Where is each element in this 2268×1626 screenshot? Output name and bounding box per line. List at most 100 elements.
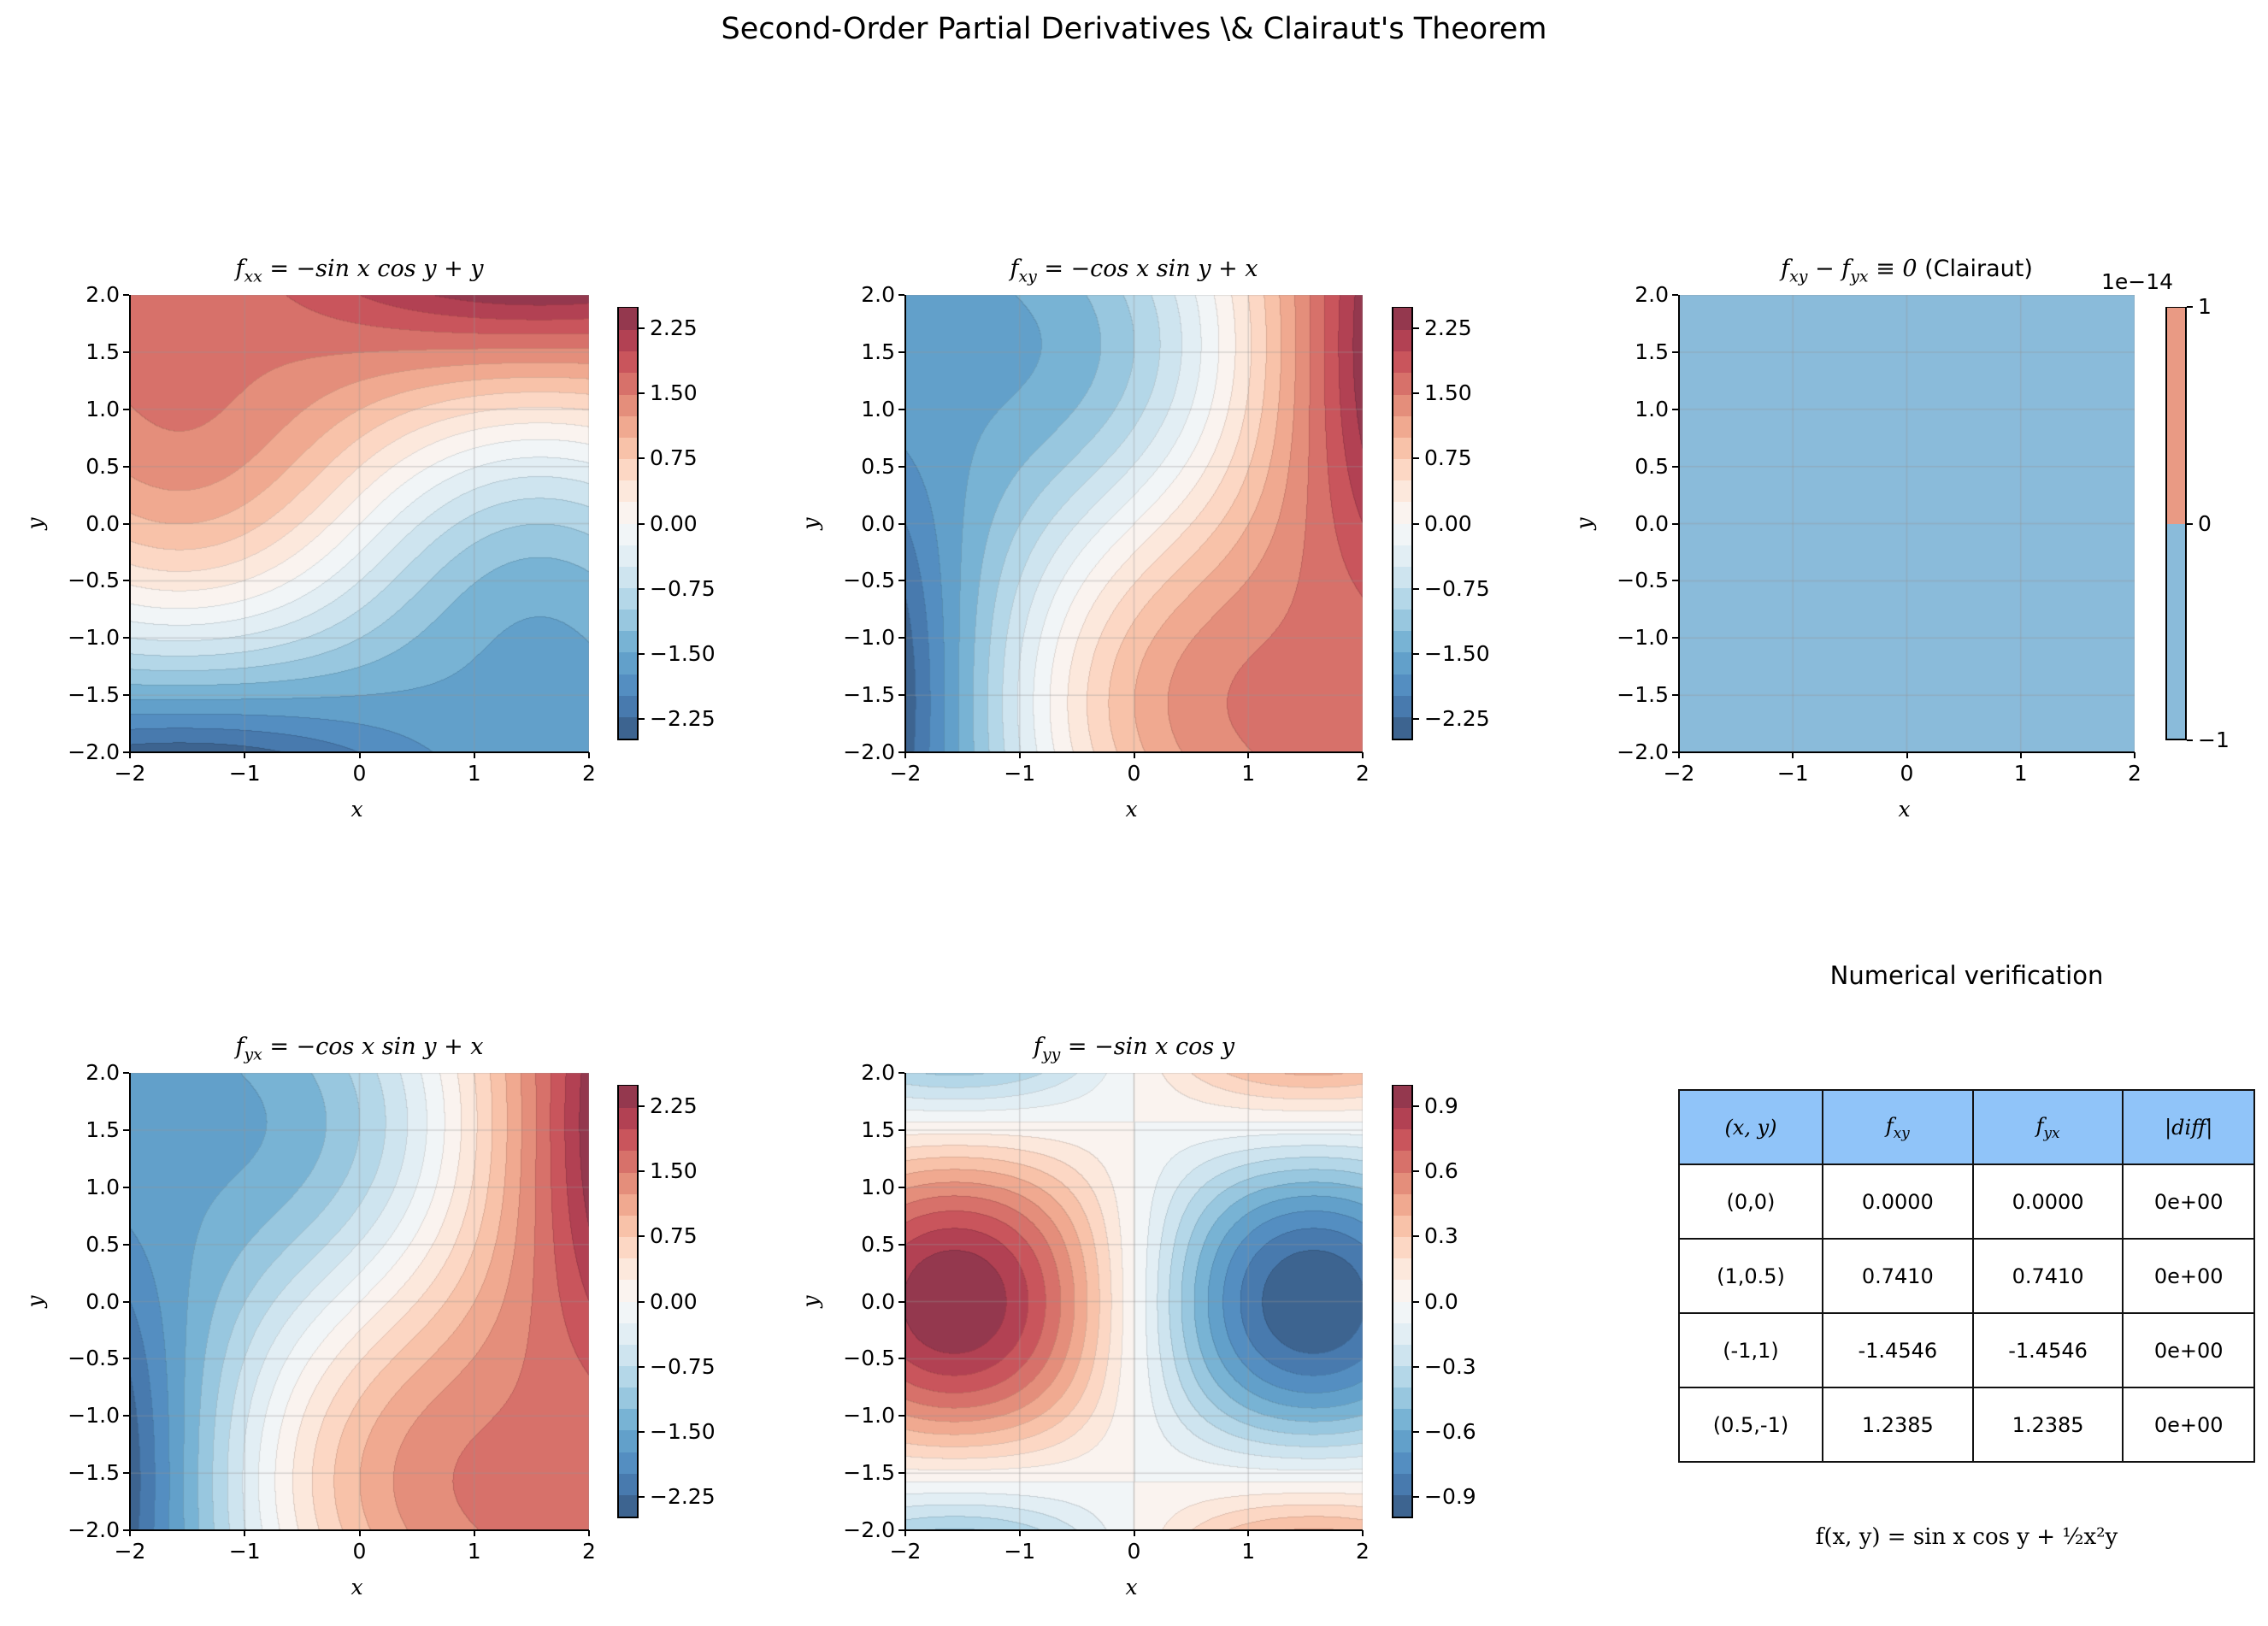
colorbar-band (619, 1107, 637, 1130)
colorbar-tick-label: −1.50 (1424, 640, 1490, 666)
contour-axes: −2 −1 0 1 2 −2.0 −1.5 −1.0 −0.5 0.0 0.5 1.0 1.5 2.0 x y (23, 1060, 596, 1599)
x-tick-label: 1 (1241, 1539, 1256, 1564)
colorbar-band (1393, 1258, 1411, 1281)
colorbar-offset-label: 1e−14 (2101, 269, 2174, 294)
colorbar-band (1393, 1193, 1411, 1216)
x-tick-label: −2 (1663, 761, 1695, 786)
x-tick-mark (473, 1530, 475, 1536)
x-tick-label: 2 (1356, 761, 1370, 786)
colorbar-tick-label: −0.6 (1424, 1418, 1476, 1444)
y-tick-mark (123, 694, 129, 697)
header-point: (x, y) (1678, 1089, 1823, 1165)
x-tick-label: 0 (352, 761, 367, 786)
x-tick-label: 1 (1241, 761, 1256, 786)
y-tick-label: 0.5 (861, 453, 895, 479)
table-cell: (0,0) (1678, 1164, 1823, 1240)
y-tick-label: 1.5 (85, 339, 120, 364)
colorbar (1392, 1085, 1413, 1518)
contour-axes: −2 −1 0 1 2 −2.0 −1.5 −1.0 −0.5 0.0 0.5 1.0 1.5 2.0 x y (798, 282, 1370, 822)
colorbar-band (1393, 1171, 1411, 1194)
y-tick-label: 0.5 (1635, 453, 1669, 479)
colorbar-tick-mark (639, 717, 645, 720)
colorbar-tick-label: −2.25 (650, 1483, 716, 1509)
x-tick-mark (1362, 752, 1364, 758)
colorbar-tick-mark (1413, 1495, 1419, 1498)
colorbar-tick-label: 1.50 (650, 1158, 698, 1184)
y-tick-mark (898, 1243, 904, 1246)
colorbar-band (1393, 1107, 1411, 1130)
x-tick-mark (129, 1530, 131, 1536)
contour-axes: −2 −1 0 1 2 −2.0 −1.5 −1.0 −0.5 0.0 0.5 1.0 1.5 2.0 x y (23, 282, 596, 822)
table-cell: 0e+00 (2122, 1164, 2255, 1240)
y-axis-label: y (22, 1294, 48, 1308)
table-cell: (0.5,-1) (1678, 1387, 1823, 1463)
y-tick-mark (1672, 522, 1678, 525)
colorbar-tick-mark (639, 1235, 645, 1238)
x-tick-mark (904, 1530, 906, 1536)
left-spine (1678, 295, 1680, 752)
colorbar-band (1393, 1236, 1411, 1259)
y-tick-label: 0.0 (85, 510, 120, 536)
y-tick-label: −2.0 (68, 1517, 120, 1542)
x-tick-mark (244, 1530, 246, 1536)
x-tick-label: −1 (1004, 761, 1036, 786)
colorbar-tick-mark (2187, 522, 2193, 525)
y-tick-mark (898, 1529, 904, 1531)
title-main: f (1010, 256, 1019, 282)
y-tick-mark (123, 580, 129, 582)
colorbar-band (619, 1343, 637, 1366)
colorbar-band (619, 1128, 637, 1152)
colorbar-tick-label: −1 (2198, 728, 2230, 752)
x-tick-mark (473, 752, 475, 758)
colorbar-tick-label: 0 (2198, 510, 2212, 536)
y-tick-mark (123, 522, 129, 525)
x-axis-label: x (351, 1575, 363, 1599)
y-tick-mark (898, 1128, 904, 1131)
colorbar-tick-label: 0.3 (1424, 1223, 1458, 1249)
colorbar-tick-mark (1413, 327, 1419, 330)
colorbar-band (1393, 1387, 1411, 1410)
colorbar-tick-label: 1 (2198, 294, 2212, 319)
colorbar-tick-label: 1.50 (650, 380, 698, 406)
plot-title: fyy = −sin x cos y (820, 1034, 1448, 1064)
colorbar-band (619, 1408, 637, 1431)
colorbar-band (619, 415, 637, 438)
y-tick-label: 1.0 (861, 1174, 895, 1199)
title-sub: xx (244, 267, 262, 286)
y-tick-label: 1.0 (85, 1174, 120, 1199)
colorbar-band (1393, 1343, 1411, 1366)
contour-fill (905, 1073, 1363, 1530)
colorbar-band (619, 1493, 637, 1517)
colorbar-band (619, 694, 637, 717)
y-tick-mark (123, 294, 129, 296)
x-tick-mark (1133, 1530, 1135, 1536)
x-tick-mark (1247, 1530, 1250, 1536)
table-title: Numerical verification (1829, 961, 2104, 990)
colorbar-band (1393, 372, 1411, 395)
y-tick-label: −0.5 (843, 568, 895, 593)
x-axis-label: x (351, 797, 363, 822)
colorbar-band (1393, 415, 1411, 438)
left-spine (129, 1073, 131, 1530)
table-row: (-1,1) -1.4546 -1.4546 0e+00 (1678, 1312, 2255, 1388)
y-axis-label: y (22, 516, 48, 530)
colorbar-tick-label: −1.50 (650, 1418, 716, 1444)
colorbar-band (1393, 1408, 1411, 1431)
colorbar-tick-label: 2.25 (650, 1093, 698, 1119)
colorbar-band (619, 1171, 637, 1194)
colorbar-tick-mark (639, 457, 645, 460)
y-tick-label: −1.0 (68, 625, 120, 651)
y-tick-label: −1.5 (68, 1460, 120, 1486)
colorbar-band (619, 651, 637, 675)
plot-title: fxy − fyx ≡ 0 (Clairaut) (1593, 256, 2220, 286)
x-tick-mark (1362, 1530, 1364, 1536)
plot-title-math: fyx = −cos x sin y + x (235, 1034, 483, 1064)
y-tick-mark (898, 637, 904, 639)
colorbar-band (619, 1193, 637, 1216)
plot-title-math: fxx = −sin x cos y + y (235, 256, 483, 286)
y-tick-label: 1.0 (85, 396, 120, 421)
y-tick-mark (898, 1300, 904, 1303)
contour-fill (130, 295, 589, 752)
y-tick-label: 0.5 (85, 1231, 120, 1257)
colorbar-tick-mark (1413, 392, 1419, 395)
